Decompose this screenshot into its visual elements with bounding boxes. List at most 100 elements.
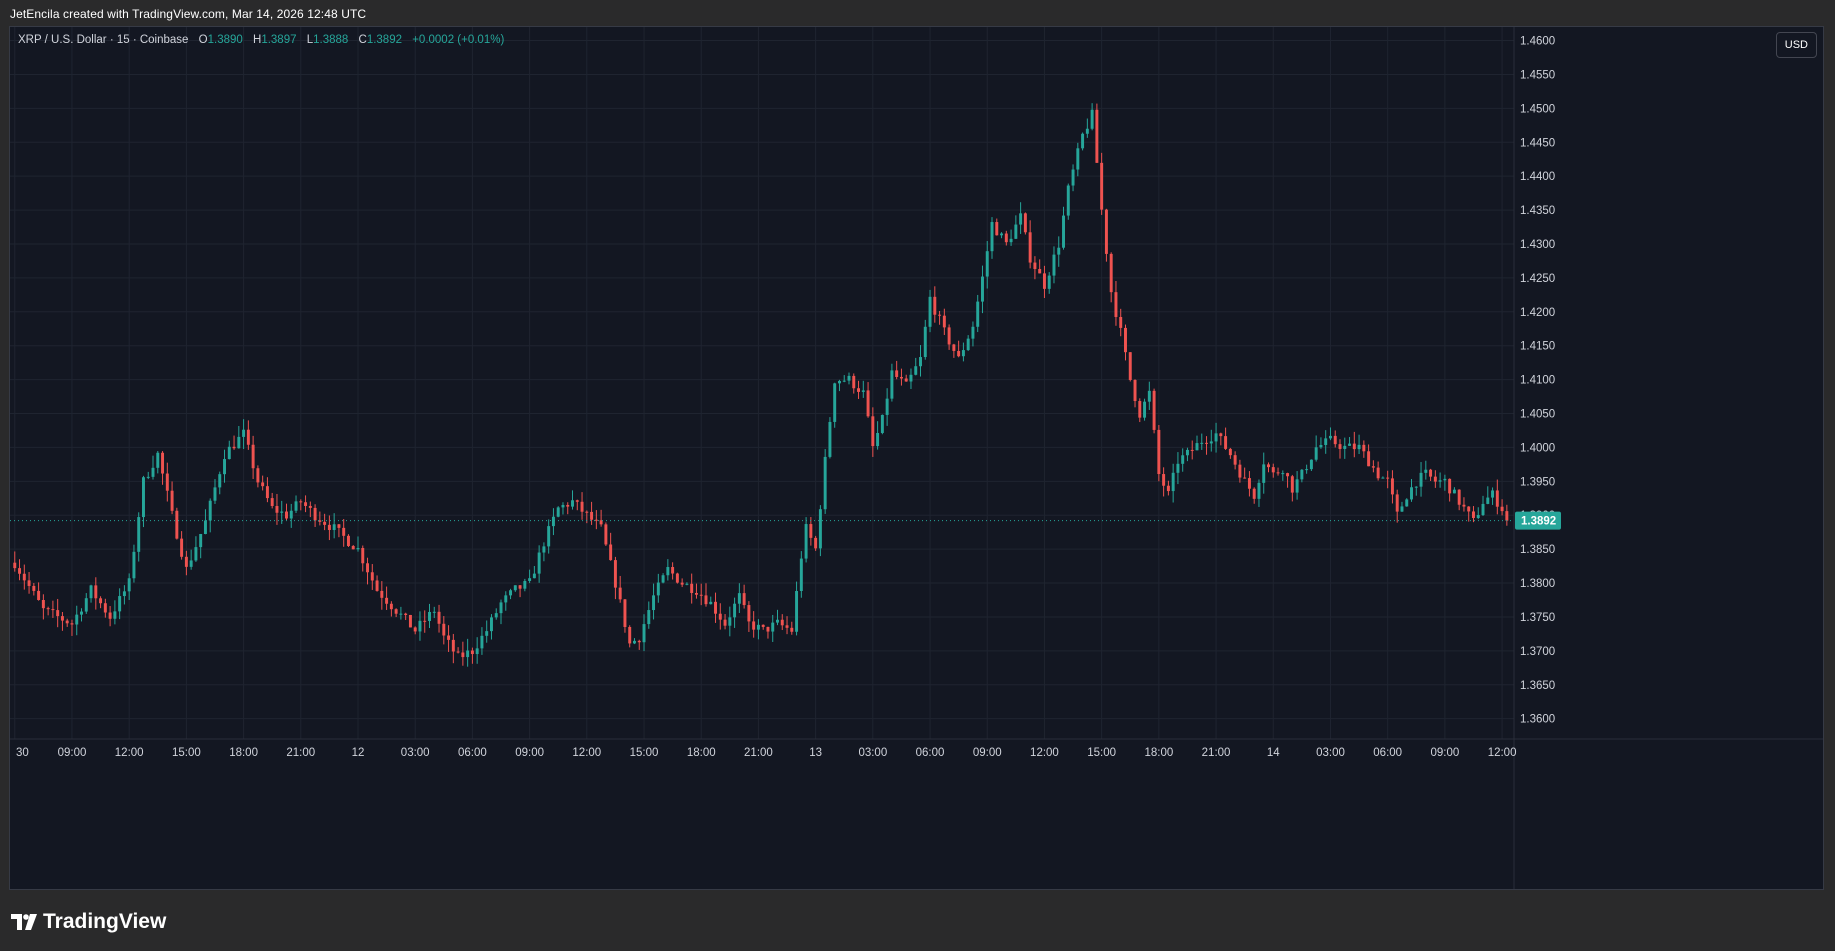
- time-tick-label: 06:00: [458, 747, 487, 759]
- candle: [1109, 252, 1113, 303]
- candle: [637, 639, 641, 650]
- candle-body: [709, 601, 713, 605]
- candle-body: [280, 511, 284, 513]
- currency-button[interactable]: USD: [1775, 32, 1817, 58]
- candle-body: [818, 509, 822, 549]
- candle: [203, 509, 207, 535]
- candle: [1357, 434, 1361, 455]
- candle-body: [1319, 444, 1323, 448]
- candle-body: [694, 592, 698, 595]
- candle: [675, 572, 679, 584]
- candle: [218, 471, 222, 495]
- candle: [89, 584, 93, 603]
- candle-body: [1376, 467, 1380, 479]
- candle-body: [285, 511, 288, 519]
- candle: [747, 601, 751, 632]
- candle-body: [308, 505, 312, 508]
- candle-body: [1228, 448, 1232, 456]
- candle: [361, 545, 365, 572]
- time-axis[interactable]: 30 09:00 12:00 15:00 18:00 21:00 12 03:00 06:00 0…: [10, 738, 1823, 759]
- candle: [437, 604, 441, 633]
- candle-body: [1424, 469, 1428, 473]
- candle-body: [413, 627, 417, 632]
- candle: [699, 583, 703, 606]
- candle: [242, 419, 246, 450]
- candle-body: [1276, 472, 1280, 474]
- chart-pane[interactable]: 1.3600 1.3650 1.3700 1.3750 1.3800 1.3850 1.39…: [9, 26, 1824, 890]
- candle-body: [342, 527, 346, 536]
- candle: [938, 310, 942, 325]
- candle: [990, 217, 994, 259]
- time-tick-label: 15:00: [172, 747, 201, 759]
- price-tick-label: 1.3700: [1520, 646, 1555, 658]
- candle-body: [961, 350, 965, 357]
- time-tick-label: 06:00: [916, 747, 945, 759]
- candle-body: [475, 648, 479, 655]
- candle-body: [170, 490, 174, 511]
- candle-body: [1114, 292, 1118, 318]
- price-axis[interactable]: 1.3600 1.3650 1.3700 1.3750 1.3800 1.3850 1.39…: [1513, 27, 1555, 889]
- candle-body: [380, 590, 384, 598]
- candle-body: [1100, 162, 1104, 210]
- candle: [375, 575, 379, 592]
- candle-body: [1138, 401, 1142, 418]
- price-tick-label: 1.4150: [1520, 341, 1555, 353]
- candle: [175, 507, 179, 540]
- candle-body: [408, 614, 412, 628]
- candle: [771, 614, 775, 642]
- symbol-label[interactable]: XRP / U.S. Dollar · 15 · Coinbase: [18, 34, 189, 46]
- tradingview-logo[interactable]: TradingView: [11, 910, 166, 934]
- candle: [332, 513, 336, 539]
- candle-body: [99, 598, 103, 604]
- candle: [604, 522, 608, 547]
- candle: [466, 638, 470, 667]
- candle: [404, 612, 408, 621]
- candle: [1228, 447, 1232, 459]
- candle: [852, 373, 856, 394]
- candle: [27, 572, 31, 594]
- candle: [928, 289, 932, 333]
- candle: [346, 534, 350, 547]
- candle-body: [103, 603, 107, 613]
- candlestick-series: [13, 103, 1509, 667]
- candle: [742, 584, 746, 609]
- candle-body: [771, 622, 775, 632]
- candle-body: [1324, 438, 1328, 445]
- candle: [709, 596, 713, 605]
- candle: [718, 603, 722, 630]
- candle-body: [1433, 476, 1437, 482]
- candle-body: [1104, 209, 1108, 254]
- candle-body: [804, 524, 808, 559]
- candle: [842, 375, 846, 383]
- candle-body: [1147, 390, 1151, 402]
- candle-body: [938, 314, 942, 316]
- candle-body: [714, 601, 717, 614]
- candle: [1343, 437, 1347, 459]
- candle-body: [56, 610, 60, 617]
- price-tick-label: 1.3950: [1520, 476, 1555, 488]
- candle: [1281, 470, 1285, 481]
- candle: [1000, 232, 1004, 239]
- candle-body: [1267, 464, 1270, 468]
- candle-body: [980, 276, 984, 302]
- price-chart[interactable]: 1.3600 1.3650 1.3700 1.3750 1.3800 1.3850 1.39…: [10, 27, 1823, 889]
- symbol-legend[interactable]: XRP / U.S. Dollar · 15 · Coinbase O1.389…: [18, 34, 504, 46]
- candle-body: [556, 507, 560, 517]
- candle: [909, 368, 913, 389]
- candle-body: [685, 583, 689, 585]
- candle-body: [1410, 487, 1413, 500]
- candle-body: [1257, 482, 1261, 499]
- candle: [1481, 495, 1485, 517]
- candle: [914, 357, 918, 376]
- candle: [623, 599, 627, 633]
- price-tick-label: 1.4250: [1520, 273, 1555, 285]
- candle-body: [723, 619, 727, 626]
- candle-body: [1238, 464, 1242, 478]
- candle-body: [337, 524, 341, 528]
- price-tick-label: 1.3650: [1520, 680, 1555, 692]
- candle: [113, 600, 117, 625]
- candle: [532, 565, 536, 579]
- candle: [1009, 229, 1013, 246]
- candle-body: [1495, 490, 1499, 507]
- candle-body: [919, 357, 922, 367]
